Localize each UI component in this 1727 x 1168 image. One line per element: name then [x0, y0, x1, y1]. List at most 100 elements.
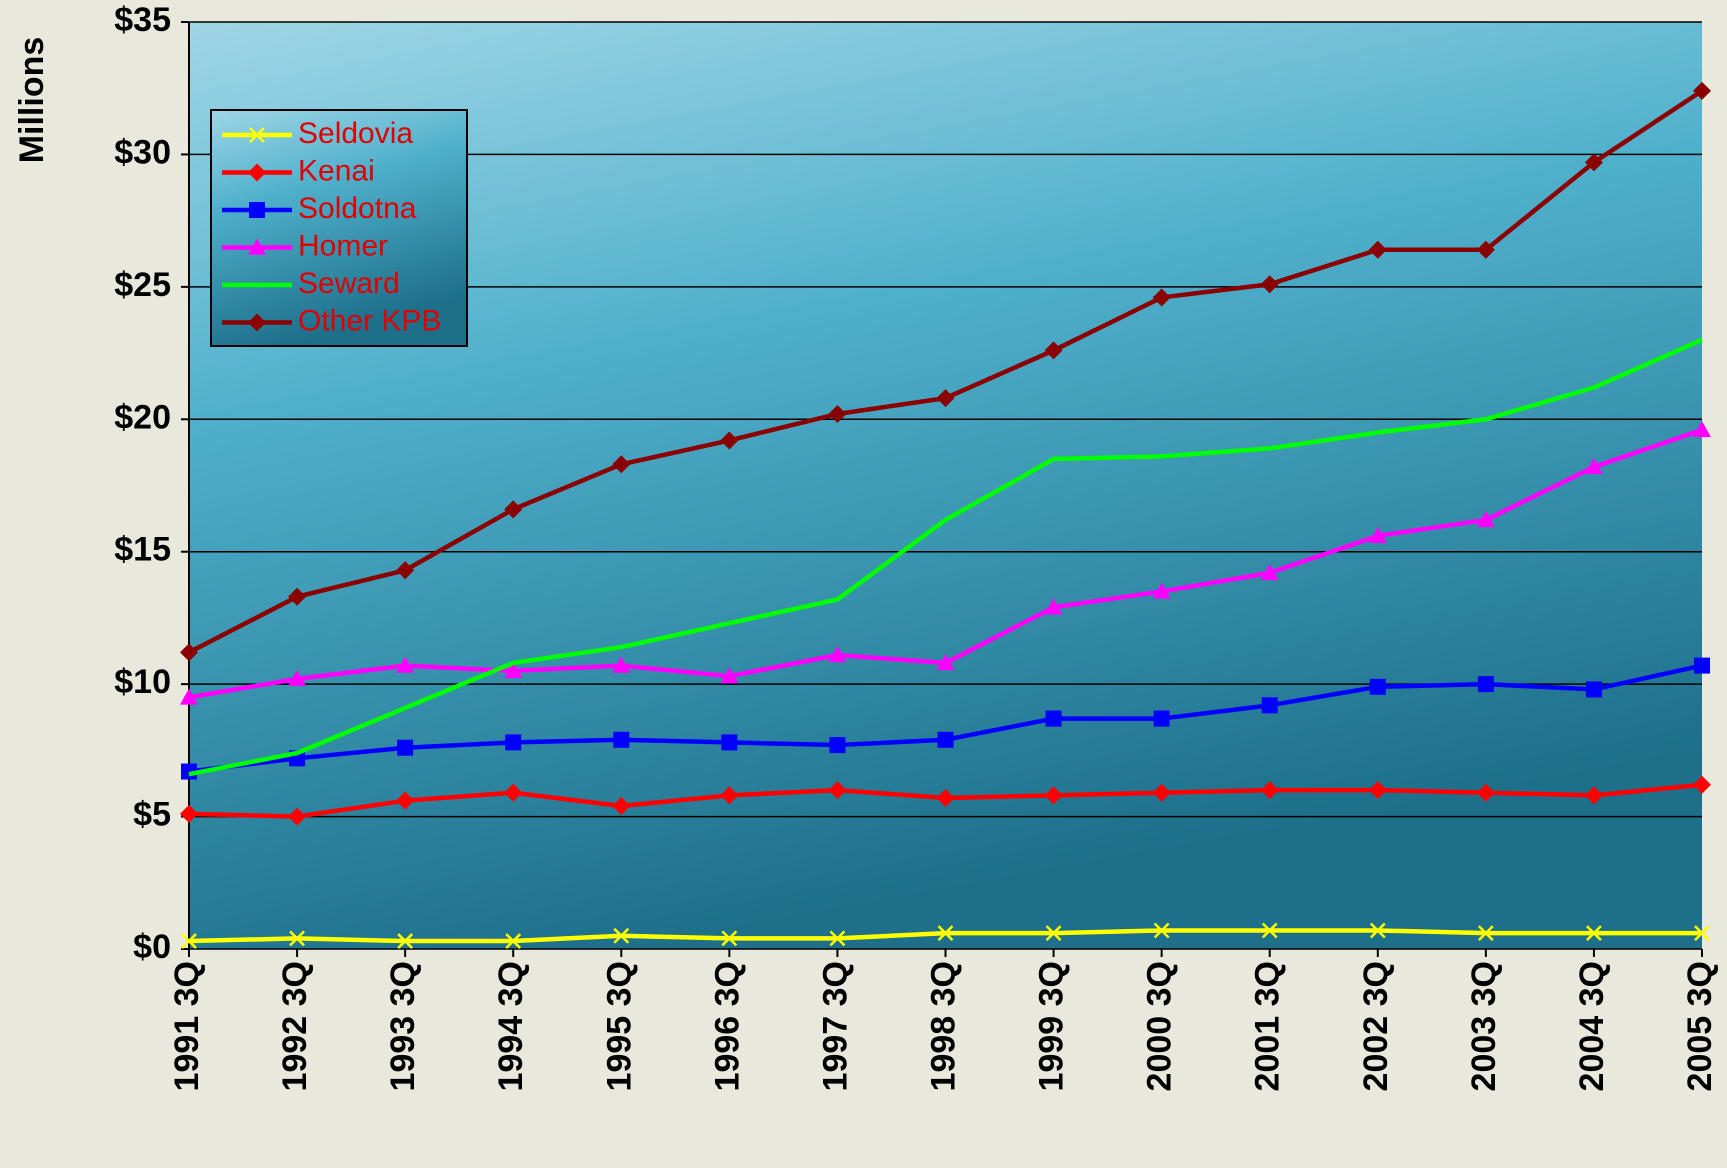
x-tick-label: 1997 3Q [816, 961, 854, 1091]
marker [1584, 457, 1603, 475]
marker [1584, 153, 1603, 172]
marker [828, 781, 847, 800]
legend-label: Seward [298, 267, 400, 300]
marker [1044, 786, 1063, 805]
marker [720, 786, 739, 805]
x-tick-label: 1992 3Q [276, 961, 314, 1091]
marker [1152, 582, 1171, 599]
marker [613, 927, 630, 944]
marker [1044, 598, 1063, 615]
marker [1693, 420, 1711, 438]
x-tick-label: 1993 3Q [384, 961, 422, 1091]
x-tick-label: 2004 3Q [1573, 961, 1611, 1091]
marker [613, 731, 630, 748]
marker [829, 737, 846, 754]
marker [1045, 710, 1062, 727]
marker [1152, 288, 1171, 307]
marker [1369, 922, 1386, 939]
marker [248, 313, 266, 332]
marker [180, 804, 198, 823]
marker [1368, 240, 1387, 259]
marker [612, 656, 631, 673]
marker [396, 561, 415, 580]
marker [936, 389, 955, 408]
legend-label: Other KPB [298, 304, 441, 337]
marker [248, 238, 266, 255]
x-tick-label: 1994 3Q [492, 961, 530, 1091]
marker [249, 202, 265, 218]
marker [1368, 526, 1387, 544]
marker [1260, 781, 1279, 800]
marker [1369, 678, 1386, 695]
y-tick-label: $15 [114, 531, 171, 569]
marker [1584, 786, 1603, 805]
marker [397, 933, 414, 949]
marker [288, 669, 307, 687]
legend-label: Seldovia [298, 117, 413, 150]
marker [248, 163, 266, 182]
marker [1260, 275, 1279, 294]
marker [1585, 681, 1602, 698]
legend-label: Homer [298, 229, 388, 262]
marker [829, 930, 846, 947]
marker [504, 783, 523, 802]
marker [504, 500, 523, 519]
x-tick-label: 2003 3Q [1465, 961, 1503, 1091]
x-tick-label: 1995 3Q [600, 961, 638, 1091]
marker [1153, 922, 1170, 939]
marker [1693, 775, 1711, 794]
y-tick-label: $20 [114, 398, 171, 436]
marker [720, 431, 739, 450]
marker [505, 933, 522, 949]
marker [1586, 925, 1602, 941]
marker [1694, 925, 1710, 941]
marker [936, 653, 955, 671]
marker [288, 587, 307, 606]
legend-label: Kenai [298, 154, 375, 187]
marker [289, 930, 305, 947]
x-tick-label: 1998 3Q [924, 961, 962, 1091]
marker [249, 127, 265, 143]
marker [936, 789, 955, 808]
marker [612, 455, 631, 474]
x-tick-label: 2005 3Q [1681, 961, 1719, 1091]
marker [1477, 925, 1494, 941]
x-tick-label: 1991 3Q [168, 961, 206, 1091]
marker [720, 667, 739, 684]
marker [1694, 657, 1710, 674]
x-tick-label: 2002 3Q [1357, 961, 1395, 1091]
legend-box [210, 109, 468, 347]
marker [288, 807, 307, 826]
y-tick-label: $35 [114, 1, 171, 39]
y-axis-label: Millions [13, 37, 51, 164]
marker [396, 791, 415, 810]
marker [1260, 563, 1279, 581]
marker [612, 796, 631, 815]
y-tick-label: $0 [133, 928, 171, 966]
x-tick-label: 2000 3Q [1141, 961, 1179, 1091]
marker [504, 661, 523, 679]
marker [1045, 925, 1062, 941]
marker [1476, 510, 1495, 528]
x-tick-label: 1996 3Q [708, 961, 746, 1091]
marker [937, 925, 954, 941]
series-line [188, 337, 1703, 777]
legend-label: Soldotna [298, 192, 417, 225]
x-tick-label: 2001 3Q [1249, 961, 1287, 1091]
marker [1261, 697, 1278, 714]
y-tick-label: $30 [114, 133, 171, 171]
marker [396, 656, 415, 673]
y-tick-label: $25 [114, 266, 171, 304]
marker [1693, 81, 1711, 100]
marker [828, 646, 847, 663]
x-tick-label: 1999 3Q [1033, 961, 1071, 1091]
marker [1476, 240, 1495, 259]
marker [1152, 783, 1171, 802]
marker [828, 404, 847, 423]
marker [721, 734, 738, 751]
marker [180, 688, 198, 705]
y-tick-label: $5 [133, 796, 171, 834]
marker [1476, 783, 1495, 802]
marker [1477, 676, 1494, 693]
